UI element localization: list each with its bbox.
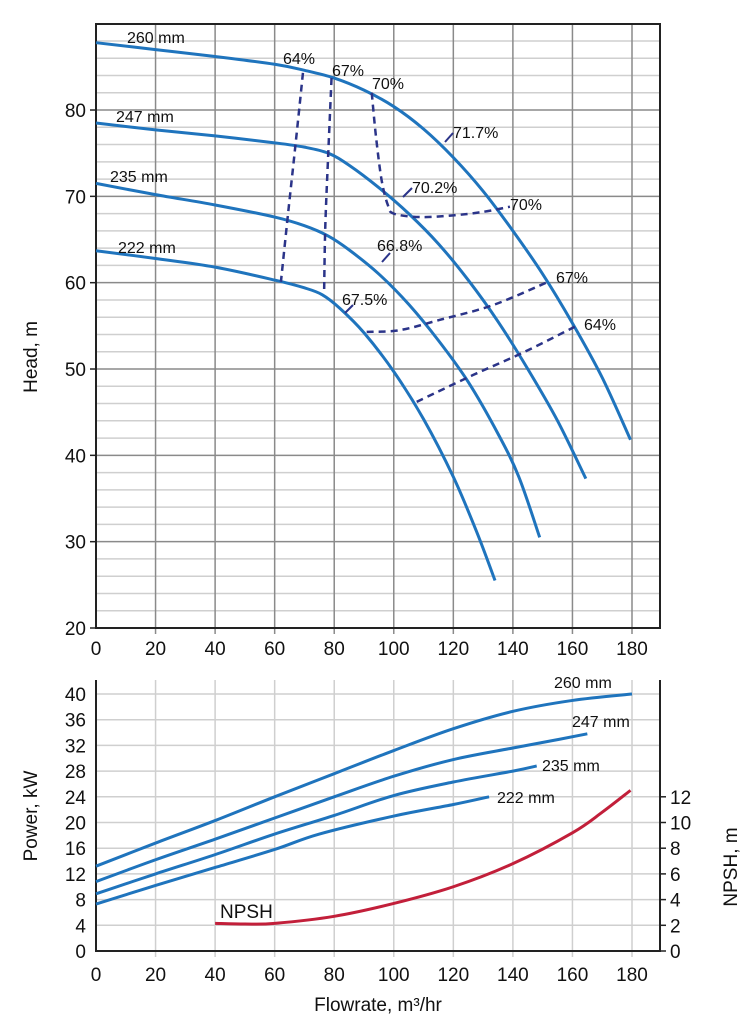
- head-curve-label: 222 mm: [118, 240, 176, 257]
- npsh-curve: [215, 789, 632, 926]
- flow-tick-label: 0: [91, 639, 102, 660]
- power-tick-label: 4: [75, 916, 86, 937]
- efficiency-contour-0: [279, 72, 305, 282]
- efficiency-label: 64%: [283, 51, 315, 68]
- flow-tick-label: 100: [378, 639, 410, 660]
- efficiency-label: 66.8%: [377, 238, 422, 255]
- flow-tick-label: 60: [264, 639, 285, 660]
- flow-tick-label: 180: [616, 639, 648, 660]
- npsh-tick-label: 8: [670, 839, 681, 860]
- power-curve-247mm: [95, 732, 588, 884]
- power-tick-label: 12: [65, 865, 86, 886]
- efficiency-contour-2: [370, 92, 511, 219]
- head-curve-260mm: [95, 41, 632, 441]
- npsh-tick-label: 10: [670, 814, 691, 835]
- head-plot-frame: [95, 23, 661, 629]
- efficiency-label: 67.5%: [342, 292, 387, 309]
- npsh-tick-label: 6: [670, 865, 681, 886]
- power-plot-frame: [95, 680, 661, 952]
- head-tick-label: 40: [65, 446, 86, 467]
- npsh-tick-label: 2: [670, 916, 681, 937]
- power-tick-label: 24: [65, 788, 87, 809]
- power-tick-label: 0: [75, 942, 86, 963]
- efficiency-label: 64%: [584, 317, 616, 334]
- power-curve-222mm: [95, 795, 490, 906]
- power-curve-label: 260 mm: [554, 675, 612, 692]
- flow-tick-label: 20: [145, 965, 166, 986]
- power-curve-label: 222 mm: [497, 790, 555, 807]
- flow-tick-label: 140: [497, 639, 529, 660]
- head-curve-235mm: [95, 181, 542, 538]
- flow-tick-label: 60: [264, 965, 285, 986]
- flowrate-axis-label: Flowrate, m³/hr: [314, 995, 442, 1016]
- efficiency-leader-line: [381, 252, 391, 263]
- flow-tick-label: 40: [205, 965, 226, 986]
- head-tick-label: 70: [65, 187, 86, 208]
- power-tick-label: 8: [75, 891, 86, 912]
- head-curve-247mm: [95, 121, 588, 480]
- head-axis-label: Head, m: [21, 321, 42, 393]
- flow-tick-label: 180: [616, 965, 648, 986]
- efficiency-label: 70%: [372, 76, 404, 93]
- efficiency-label: 70.2%: [412, 180, 457, 197]
- power-tick-label: 28: [65, 762, 86, 783]
- flow-tick-label: 120: [437, 639, 469, 660]
- head-tick-label: 60: [65, 274, 86, 295]
- head-tick-label: 20: [65, 619, 86, 640]
- efficiency-leader-line: [344, 304, 354, 314]
- flow-tick-label: 40: [205, 639, 226, 660]
- npsh-axis-label: NPSH, m: [721, 827, 742, 906]
- power-tick-label: 40: [65, 685, 86, 706]
- flow-tick-label: 0: [91, 965, 102, 986]
- power-tick-label: 16: [65, 839, 86, 860]
- flow-tick-label: 20: [145, 639, 166, 660]
- flow-tick-label: 140: [497, 965, 529, 986]
- power-curve-label: 235 mm: [542, 758, 600, 775]
- efficiency-leader-line: [402, 187, 413, 198]
- chart-marks: [95, 41, 633, 926]
- power-chart-grid: [95, 680, 666, 957]
- head-curve-label: 235 mm: [110, 169, 168, 186]
- flow-tick-label: 100: [378, 965, 410, 986]
- head-tick-label: 50: [65, 360, 86, 381]
- efficiency-label: 67%: [556, 270, 588, 287]
- power-tick-label: 36: [65, 711, 86, 732]
- efficiency-contour-3: [366, 279, 551, 334]
- power-axis-label: Power, kW: [21, 771, 42, 862]
- head-curve-222mm: [95, 249, 497, 582]
- efficiency-label: 70%: [510, 197, 542, 214]
- efficiency-contour-1: [322, 78, 333, 294]
- head-tick-label: 30: [65, 533, 86, 554]
- flow-tick-label: 80: [324, 639, 345, 660]
- npsh-tick-label: 12: [670, 788, 691, 809]
- npsh-tick-label: 0: [670, 942, 681, 963]
- power-curve-260mm: [95, 692, 633, 868]
- power-tick-label: 20: [65, 814, 86, 835]
- efficiency-label: 71.7%: [453, 125, 498, 142]
- efficiency-label: 67%: [332, 63, 364, 80]
- flow-tick-label: 80: [324, 965, 345, 986]
- efficiency-contour-4: [416, 325, 576, 403]
- flow-tick-label: 160: [557, 965, 589, 986]
- head-tick-label: 80: [65, 101, 86, 122]
- power-curve-label: 247 mm: [572, 714, 630, 731]
- npsh-curve-label: NPSH: [220, 902, 273, 923]
- flow-tick-label: 120: [437, 965, 469, 986]
- efficiency-leader-line: [444, 132, 454, 143]
- flow-tick-label: 160: [557, 639, 589, 660]
- npsh-tick-label: 4: [670, 891, 681, 912]
- power-tick-label: 32: [65, 736, 86, 757]
- head-curve-label: 260 mm: [127, 30, 185, 47]
- head-curve-label: 247 mm: [116, 109, 174, 126]
- power-curve-235mm: [95, 764, 538, 896]
